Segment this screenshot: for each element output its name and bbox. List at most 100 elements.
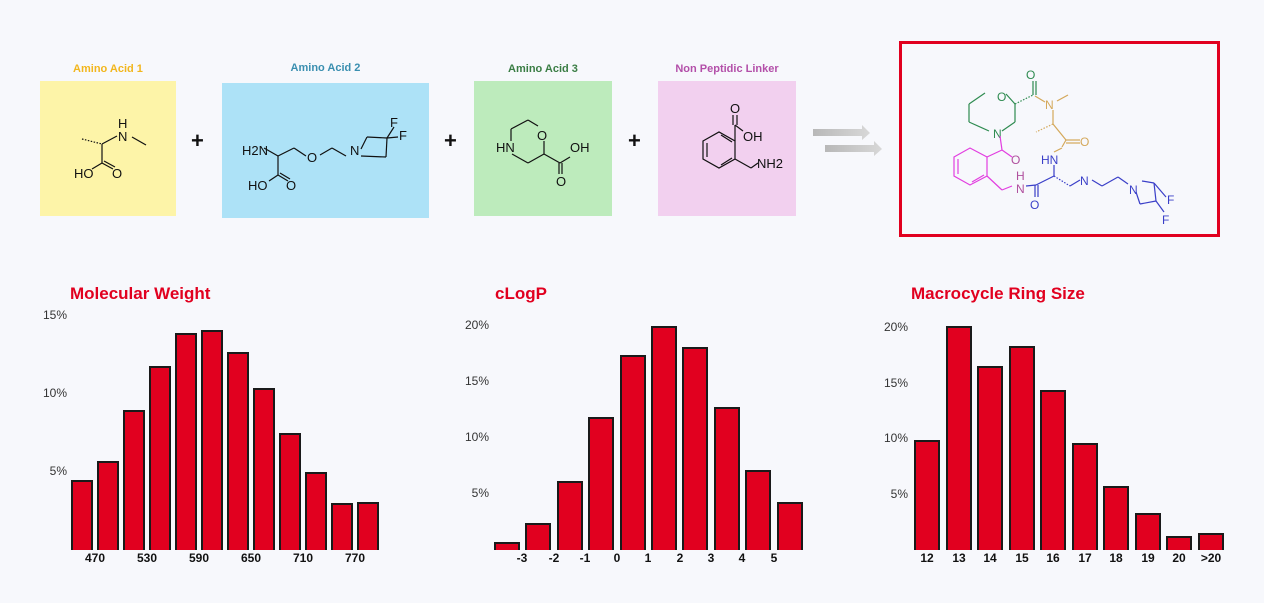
bar-16 (1040, 390, 1066, 550)
y-tick-label: 15% (464, 374, 489, 388)
x-tick-label: 13 (952, 551, 966, 565)
y-tick-label: 15% (42, 308, 67, 322)
bar--1 to 0 (588, 416, 615, 550)
x-tick-label: -3 (516, 551, 528, 565)
bar-510-530 (149, 365, 171, 550)
y-tick-label: 20% (464, 318, 489, 332)
x-tick-label: 18 (1109, 551, 1123, 565)
atom-label: N (1129, 183, 1138, 197)
bar->20 (1197, 533, 1224, 550)
atom-label: O (286, 178, 296, 193)
atom-label: F (399, 128, 407, 143)
y-tick-label: 5% (890, 486, 908, 501)
y-tick-label: 20% (883, 320, 908, 334)
bar-530-550 (175, 333, 197, 550)
x-tick-label: 5 (770, 551, 778, 565)
atom-label: HN (496, 140, 515, 155)
bar-19 (1134, 513, 1161, 550)
atom-label: N (1045, 98, 1054, 112)
bar-570-590 (227, 351, 249, 550)
atom-label: F (390, 115, 398, 130)
bar--2 to -1 (556, 480, 583, 550)
x-tick-label: 0 (613, 551, 621, 565)
amino-acid-2-title: Amino Acid 2 (290, 62, 361, 74)
amino-acid-2-structure: H2N O N F F HO O (242, 115, 407, 193)
atom-label: O (112, 166, 122, 181)
atom-label: N (1080, 174, 1089, 188)
x-tick-label: -1 (579, 551, 591, 565)
atom-label: F (1162, 213, 1169, 227)
bar--3 to -2 (525, 523, 552, 550)
atom-label: HO (248, 178, 268, 193)
amino-acid-1-card: H N HO O (40, 81, 176, 216)
x-tick-label: 3 (707, 551, 715, 565)
x-tick-label: 12 (920, 551, 934, 565)
atom-label: O (730, 101, 740, 116)
bar-17 (1071, 443, 1098, 550)
atom-label: O (307, 150, 317, 165)
bar-630-650 (305, 472, 327, 550)
bar->5 (776, 501, 803, 550)
amino-acid-1-structure: H N HO O (74, 116, 147, 181)
bar-12 (914, 440, 940, 550)
x-tick-label: >20 (1200, 551, 1222, 565)
y-tick-label: 15% (883, 375, 908, 390)
bar-20 (1166, 535, 1192, 550)
bar-610-630 (279, 433, 301, 550)
macrocycle-product-box: O O N N O (899, 41, 1220, 237)
bar-590-610 (253, 387, 275, 550)
x-tick-label: -2 (548, 551, 560, 565)
bar-0 to 1 (619, 355, 646, 550)
x-tick-label: 15 (1015, 551, 1029, 565)
amino-acid-2-card: H2N O N F F HO O (222, 83, 429, 218)
atom-label: OH (743, 129, 763, 144)
linker-structure: O OH NH2 (702, 101, 783, 171)
bar-490-510 (123, 409, 145, 550)
x-tick-label: 1 (644, 551, 652, 565)
chart-title: Macrocycle Ring Size (911, 284, 1085, 303)
atom-label: H2N (242, 143, 268, 158)
x-tick-label: 17 (1078, 551, 1092, 565)
atom-label: O (537, 128, 547, 143)
linker-title: Non Peptidic Linker (675, 63, 779, 75)
x-tick-label: 770 (344, 551, 366, 565)
bar-450-470 (71, 479, 93, 550)
y-tick-label: 5% (49, 464, 67, 478)
atom-label: NH2 (757, 156, 783, 171)
chart-title: Molecular Weight (70, 284, 211, 303)
linker-card: O OH NH2 (658, 81, 796, 216)
bar-15 (1008, 345, 1035, 550)
x-tick-label: 19 (1141, 551, 1155, 565)
plus-sign: + (628, 128, 641, 153)
x-tick-label: 710 (292, 551, 314, 565)
x-tick-label: 590 (188, 551, 210, 565)
bar-470-490 (97, 461, 119, 550)
atom-label: N (1016, 182, 1025, 196)
amino-acid-1-title: Amino Acid 1 (73, 63, 143, 75)
atom-label: N (993, 127, 1002, 141)
atom-label: N (350, 143, 359, 158)
y-tick-label: 10% (464, 430, 489, 444)
atom-label: O (1026, 68, 1035, 82)
atom-label: N (118, 129, 127, 144)
x-tick-label: 4 (738, 551, 746, 565)
atom-label: O (997, 90, 1006, 104)
x-tick-label: 20 (1172, 551, 1186, 565)
atom-label: F (1167, 193, 1174, 207)
atom-label: O (1080, 135, 1089, 149)
bar-2 to 3 (682, 347, 709, 550)
plus-sign: + (444, 128, 457, 153)
bar-4 to 5 (745, 470, 772, 550)
x-tick-label: 650 (240, 551, 262, 565)
y-tick-label: 5% (471, 486, 489, 500)
amino-acid-3-structure: O HN OH O (496, 119, 590, 189)
bar-13 (945, 325, 972, 550)
x-tick-label: 530 (136, 551, 158, 565)
atom-label: OH (570, 140, 590, 155)
x-tick-label: 470 (84, 551, 106, 565)
y-tick-label: 10% (883, 431, 908, 445)
bar-<-3 (494, 542, 520, 550)
atom-label: O (556, 174, 566, 189)
atom-label: H (1016, 169, 1025, 183)
bar-650-670 (331, 503, 353, 550)
